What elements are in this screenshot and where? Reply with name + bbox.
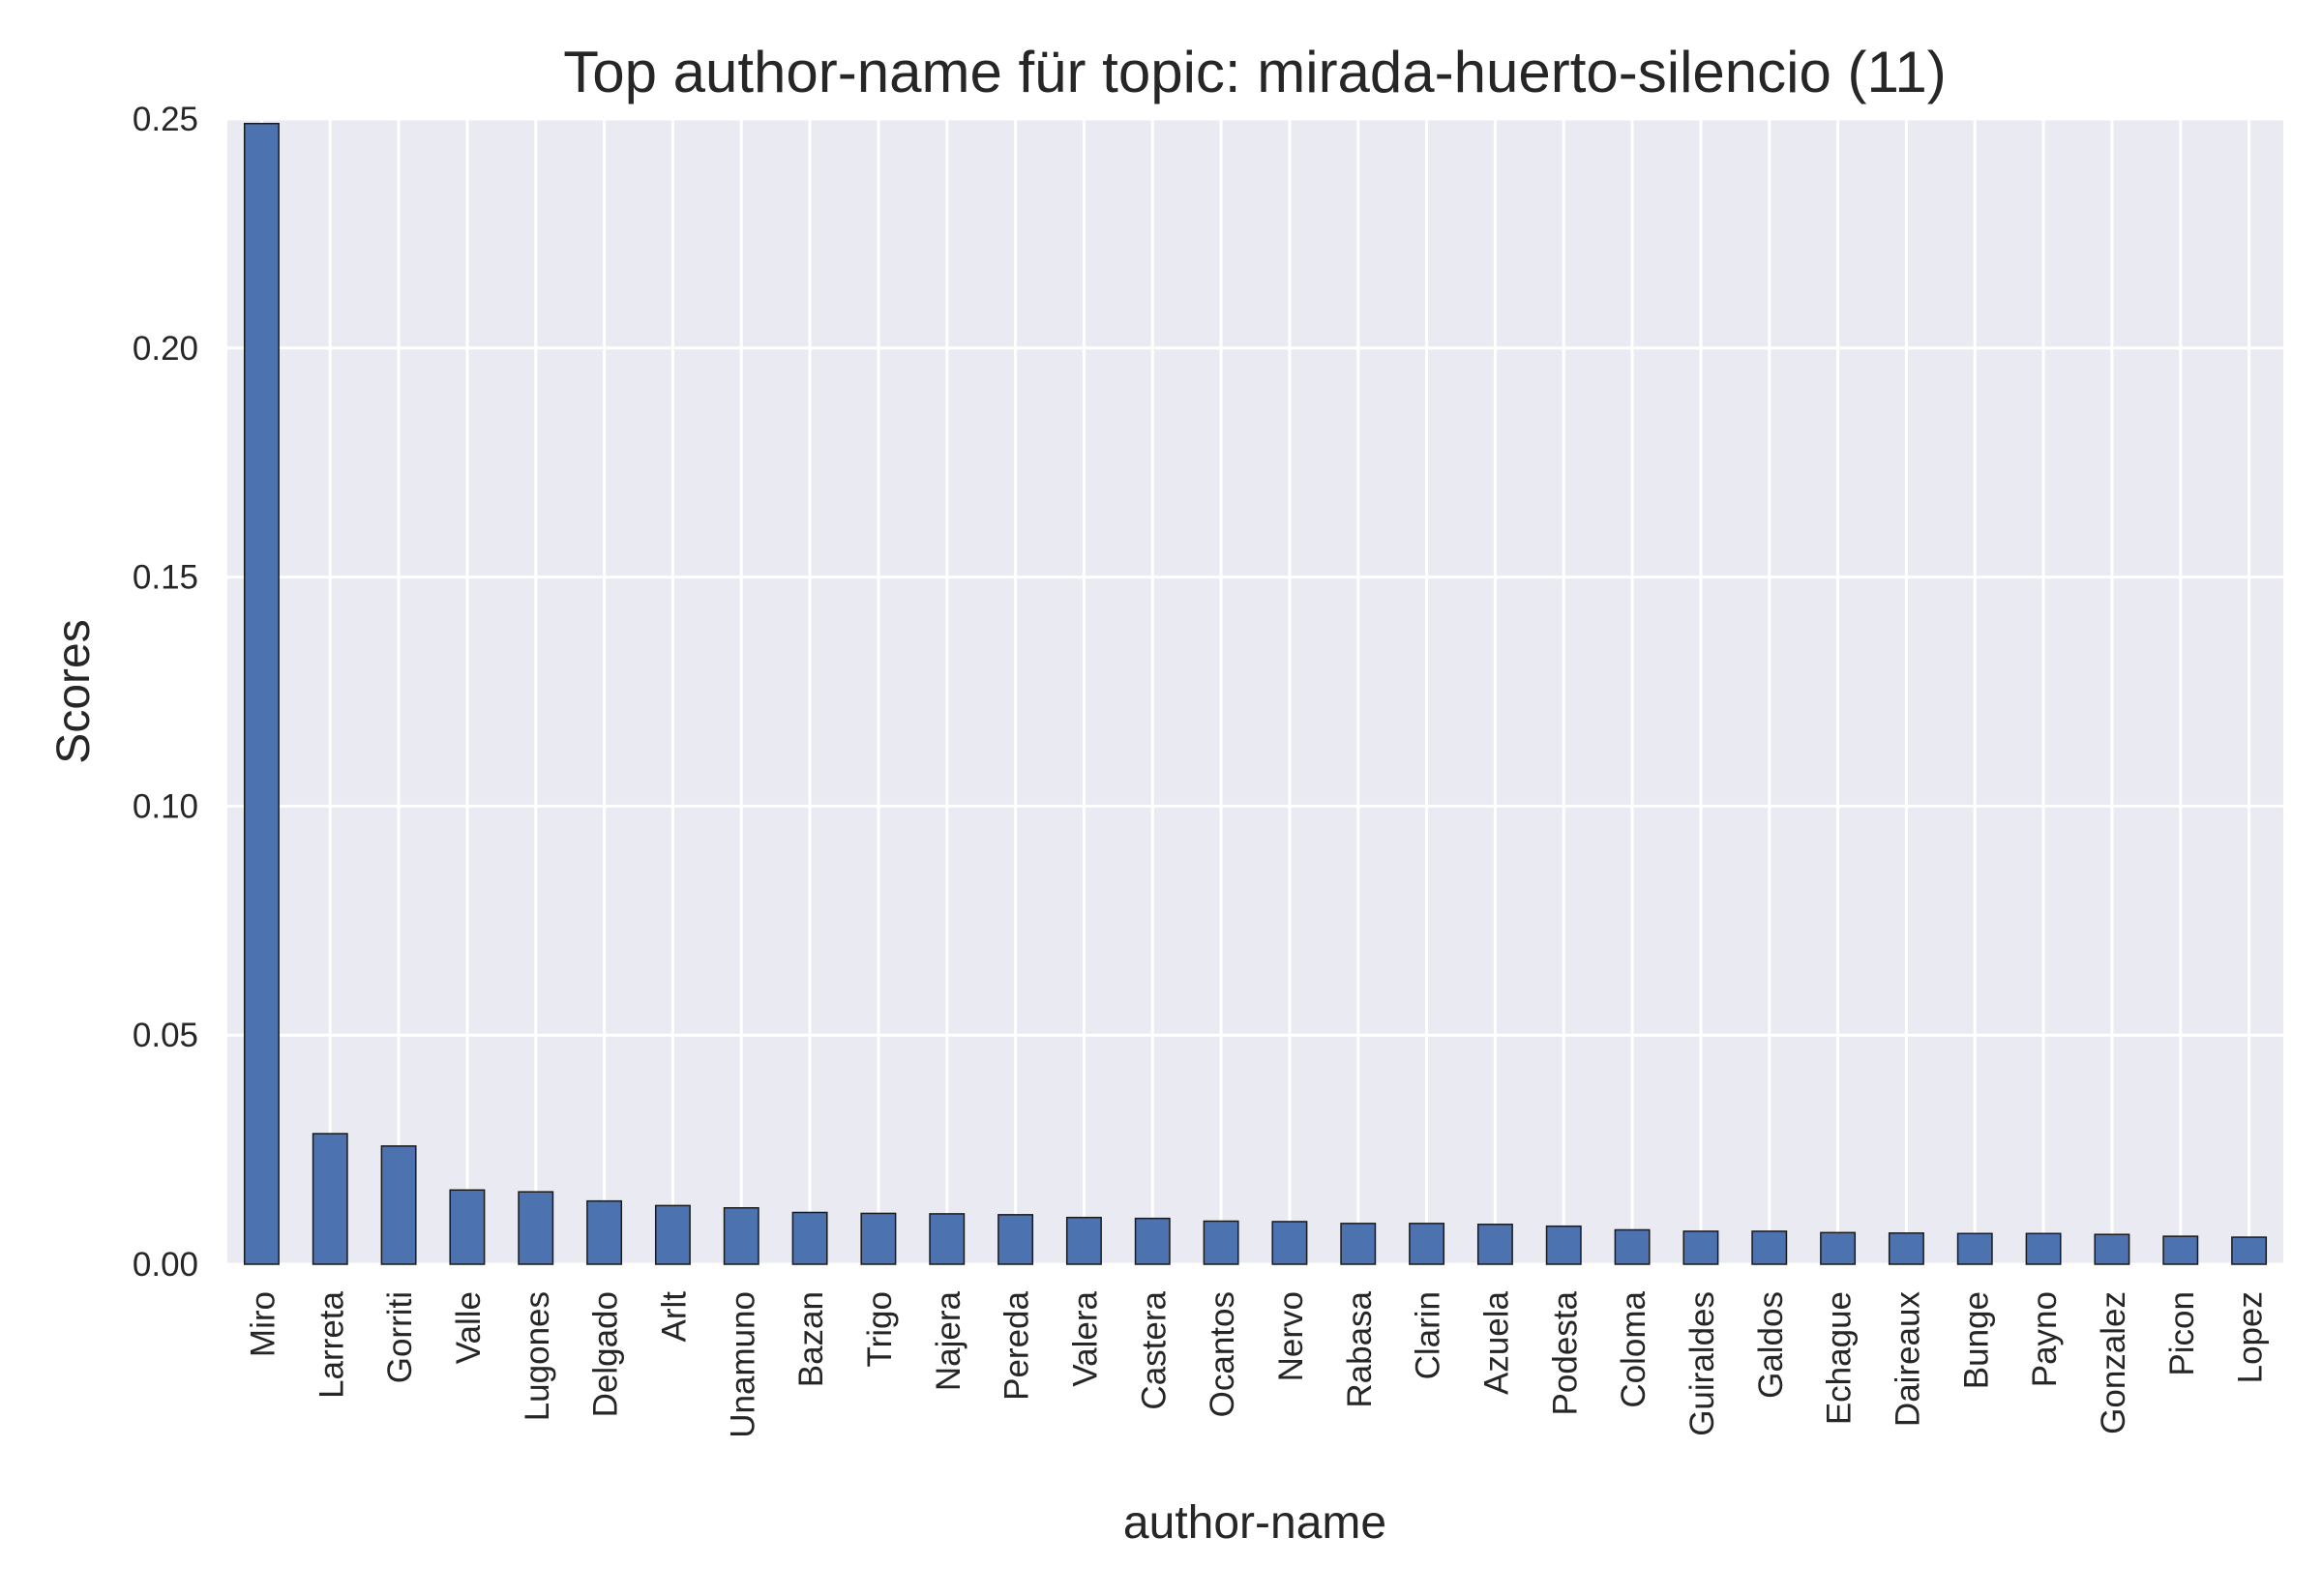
x-tick-label: Azuela [1477,1290,1515,1395]
x-tick-label: Payno [2026,1291,2064,1387]
bar-bunge [1956,1232,1993,1265]
x-tick-label: Bazan [792,1291,830,1387]
bars [243,122,2268,1265]
bar-arlt [654,1204,691,1265]
y-tick-label: 0.10 [133,787,198,825]
x-tick-label: Clarin [1410,1291,1447,1379]
plot-area [227,119,2283,1264]
bar-payno [2025,1232,2062,1265]
x-tick-label: Ocantos [1204,1291,1241,1417]
x-tick-label: Rabasa [1341,1290,1379,1407]
x-tick-label: Daireaux [1889,1291,1926,1428]
bar-valera [1065,1216,1102,1265]
bar-echague [1820,1231,1857,1265]
x-tick-label: Valera [1066,1290,1104,1386]
y-axis-label: Scores [48,619,100,763]
bar-unamuno [723,1206,759,1265]
x-tick-label: Echague [1821,1291,1859,1425]
x-tick-label: Valle [450,1291,488,1364]
bar-valle [449,1189,486,1265]
x-axis-label: author-name [1123,1497,1386,1549]
bar-guiraldes [1682,1230,1719,1265]
bar-trigo [860,1212,897,1265]
bar-larreta [312,1133,348,1265]
x-tick-label: Coloma [1615,1290,1652,1407]
x-tick-label: Picon [2163,1291,2201,1376]
gridlines [227,117,2283,1266]
x-tick-label: Guiraldes [1683,1291,1721,1436]
x-tick-label: Podesta [1546,1290,1584,1415]
x-tick-label: Pereda [998,1290,1036,1400]
x-tick-label: Gorriti [381,1291,419,1383]
bar-gorriti [380,1145,417,1265]
chart-title: Top author-name für topic: mirada-huerto… [563,40,1947,104]
y-tick-label: 0.20 [133,330,198,368]
bar-galdos [1751,1230,1788,1265]
bar-rabasa [1340,1223,1377,1265]
bar-coloma [1614,1228,1651,1265]
x-tick-label: Miro [244,1291,282,1357]
y-tick-label: 0.05 [133,1017,198,1054]
bar-azuela [1476,1224,1513,1265]
x-tick-label: Gonzalez [2095,1291,2132,1434]
x-tick-label: Larreta [313,1290,350,1398]
bar-daireaux [1888,1232,1924,1265]
bar-miro [243,122,280,1265]
bar-najera [929,1213,966,1265]
bar-podesta [1545,1225,1582,1265]
x-tick-label: Galdos [1752,1291,1790,1399]
x-tick-label: Lugones [519,1291,556,1421]
bar-delgado [586,1199,623,1265]
bar-clarin [1409,1223,1445,1265]
bar-pereda [997,1214,1034,1265]
y-tick-label: 0.15 [133,559,198,597]
x-tick-label: Bunge [1957,1291,1995,1389]
bar-gonzalez [2094,1233,2130,1265]
y-tick-label: 0.00 [133,1246,198,1284]
x-tick-label: Unamuno [724,1291,761,1438]
bar-ocantos [1203,1220,1239,1265]
x-tick-label: Najera [930,1290,968,1391]
x-tick-label: Lopez [2232,1291,2270,1383]
bar-picon [2162,1235,2199,1265]
bar-castera [1134,1217,1171,1265]
bar-bazan [791,1211,828,1265]
bar-nervo [1271,1221,1308,1265]
x-tick-label: Trigo [861,1291,899,1367]
x-tick-label: Arlt [655,1291,693,1343]
x-tick-label: Delgado [587,1291,625,1417]
x-tick-label: Nervo [1272,1291,1310,1381]
y-tick-label: 0.25 [133,101,198,138]
x-tick-label: Castera [1135,1290,1173,1409]
y-axis-ticks: 0.00 0.05 0.10 0.15 0.20 0.25 [133,101,198,1284]
bar-lugones [518,1191,554,1265]
x-axis-ticks: Miro Larreta Gorriti Valle Lugones Delgado Arl… [244,1290,2269,1437]
bar-lopez [2231,1236,2268,1265]
